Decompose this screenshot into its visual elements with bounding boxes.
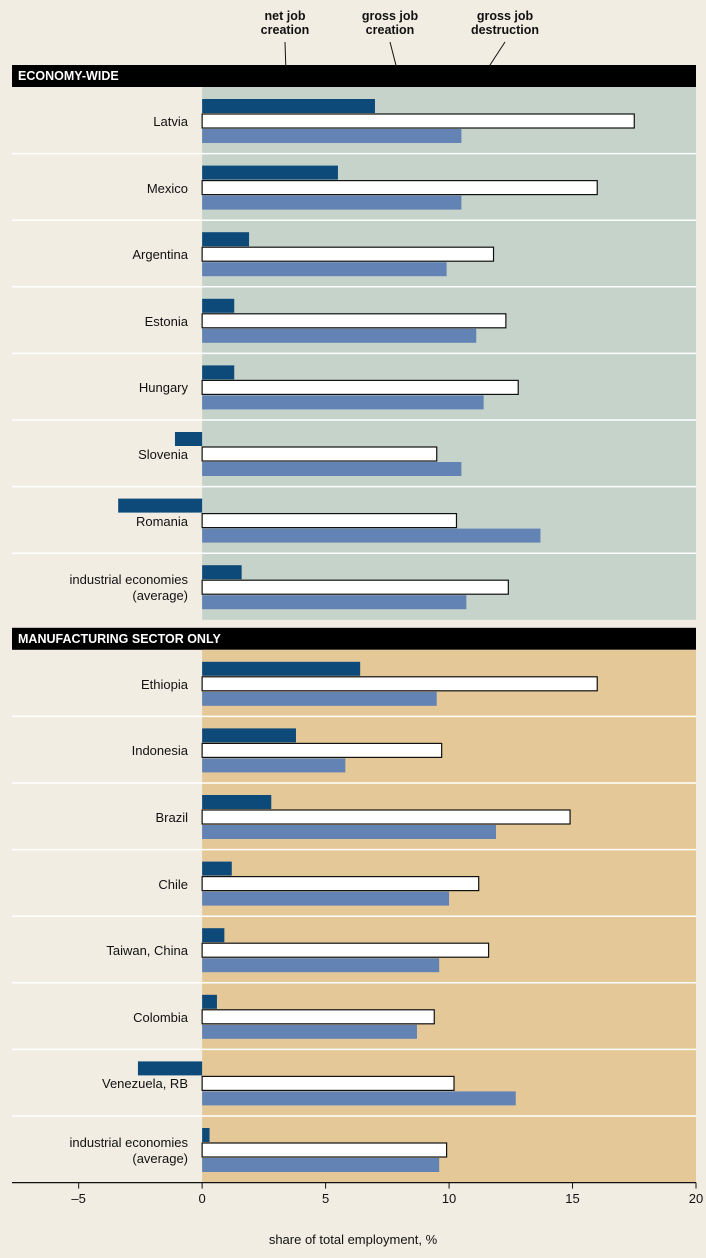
category-label: Mexico	[146, 180, 188, 196]
bar	[202, 758, 346, 773]
category-label: Brazil	[155, 810, 188, 825]
x-tick-label: 10	[441, 1190, 457, 1206]
legend-label: gross job creation	[361, 9, 419, 37]
bar	[202, 994, 217, 1009]
bar	[201, 742, 443, 759]
bar	[202, 165, 338, 180]
category-label: Taiwan, China	[106, 943, 188, 959]
bar	[202, 565, 242, 580]
bar	[202, 691, 437, 706]
bar	[202, 195, 462, 210]
section-title: MANUFACTURING SECTOR ONLY	[18, 631, 221, 646]
category-label: Indonesia	[131, 743, 188, 759]
category-label: Ethiopia	[141, 676, 188, 692]
category-label: Argentina	[132, 247, 188, 263]
bar	[201, 246, 495, 262]
x-tick-label: 15	[565, 1190, 580, 1206]
bar	[202, 232, 250, 247]
bar	[202, 1158, 440, 1172]
bar	[201, 113, 635, 129]
bar	[202, 661, 361, 676]
x-tick-label: 5	[321, 1190, 330, 1206]
bar	[202, 1091, 516, 1106]
bar	[137, 1061, 203, 1076]
bar	[202, 395, 484, 410]
bar	[202, 928, 225, 943]
category-label: Venezuela, RB	[101, 1076, 188, 1092]
x-axis-label: share of total employment, %	[268, 1231, 438, 1247]
bar	[201, 446, 438, 462]
section-header	[12, 627, 696, 650]
category-label: industrial economies (average)	[69, 1135, 188, 1166]
bar	[201, 676, 598, 692]
bar	[202, 958, 440, 973]
bar	[202, 298, 235, 313]
bar	[174, 432, 203, 446]
bar	[201, 579, 509, 595]
category-label: Chile	[158, 876, 188, 892]
bar	[201, 1142, 448, 1158]
bar	[202, 595, 467, 610]
bar	[202, 795, 272, 809]
bar	[202, 825, 496, 839]
bar	[202, 99, 375, 113]
bar	[202, 728, 296, 743]
bar	[201, 379, 519, 395]
bar	[202, 528, 541, 543]
bar	[202, 1128, 210, 1142]
x-tick-label: –5	[71, 1190, 86, 1206]
legend-label: net job creation	[260, 9, 310, 37]
bar	[202, 365, 235, 380]
section-header	[12, 65, 696, 87]
bar	[201, 180, 598, 196]
category-label: Estonia	[144, 313, 188, 329]
bar	[201, 512, 458, 529]
bar	[118, 498, 203, 513]
bar	[202, 861, 232, 876]
category-label: industrial economies (average)	[69, 572, 188, 604]
category-label: Latvia	[153, 114, 188, 129]
bar	[201, 1075, 455, 1092]
bar	[201, 942, 490, 958]
bar	[202, 891, 450, 906]
bar	[201, 875, 480, 892]
bar	[202, 462, 462, 476]
section-title: ECONOMY-WIDE	[18, 69, 119, 83]
bar	[201, 809, 571, 825]
bar	[201, 1009, 435, 1025]
x-tick-label: 0	[198, 1190, 206, 1206]
category-label: Romania	[135, 513, 188, 529]
category-label: Hungary	[138, 380, 188, 396]
x-tick-label: 20	[688, 1190, 704, 1206]
bar	[202, 262, 447, 277]
legend-label: gross job destruction	[470, 9, 540, 37]
bar	[201, 313, 507, 329]
bar	[202, 129, 462, 143]
category-label: Slovenia	[138, 447, 188, 462]
bar	[202, 328, 477, 343]
category-label: Colombia	[133, 1009, 188, 1025]
bar	[202, 1024, 417, 1039]
